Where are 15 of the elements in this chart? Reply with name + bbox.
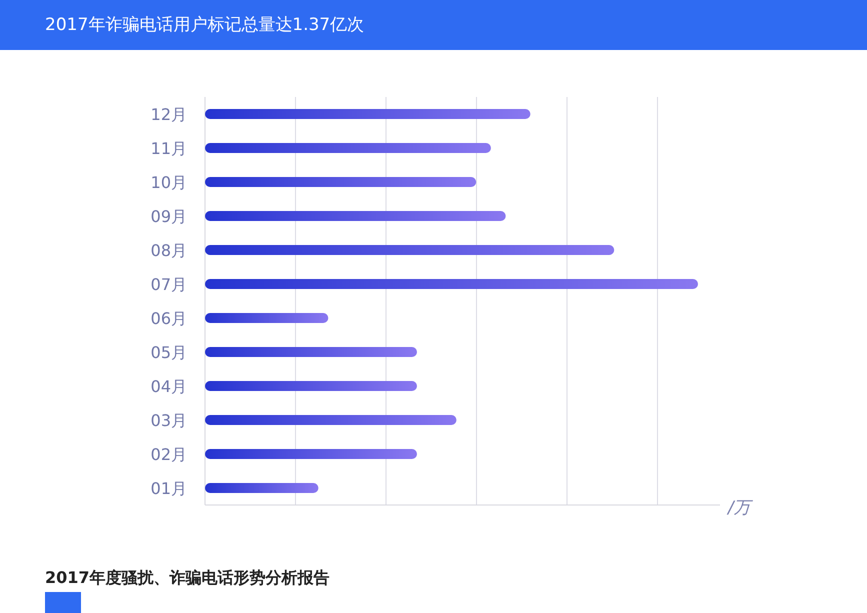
- y-tick-label: 07月: [150, 275, 187, 294]
- y-tick-label: 05月: [150, 343, 187, 362]
- y-tick-label: 12月: [150, 105, 187, 124]
- x-axis-title: /万: [726, 498, 754, 518]
- y-tick-label: 06月: [150, 309, 187, 328]
- y-tick-label: 01月: [150, 479, 187, 498]
- y-tick-label: 08月: [150, 241, 187, 260]
- y-tick-label: 11月: [150, 139, 187, 158]
- y-tick-label: 04月: [150, 377, 187, 396]
- y-tick-label: 10月: [150, 173, 187, 192]
- text: 2017年度骚扰、诈骗电话形势分析报告: [45, 568, 330, 587]
- y-tick-label: 03月: [150, 411, 187, 430]
- chart-title: 2017年诈骗电话用户标记总量达1.37亿次: [45, 15, 364, 35]
- y-tick-label: 02月: [150, 445, 187, 464]
- y-tick-label: 09月: [150, 207, 187, 226]
